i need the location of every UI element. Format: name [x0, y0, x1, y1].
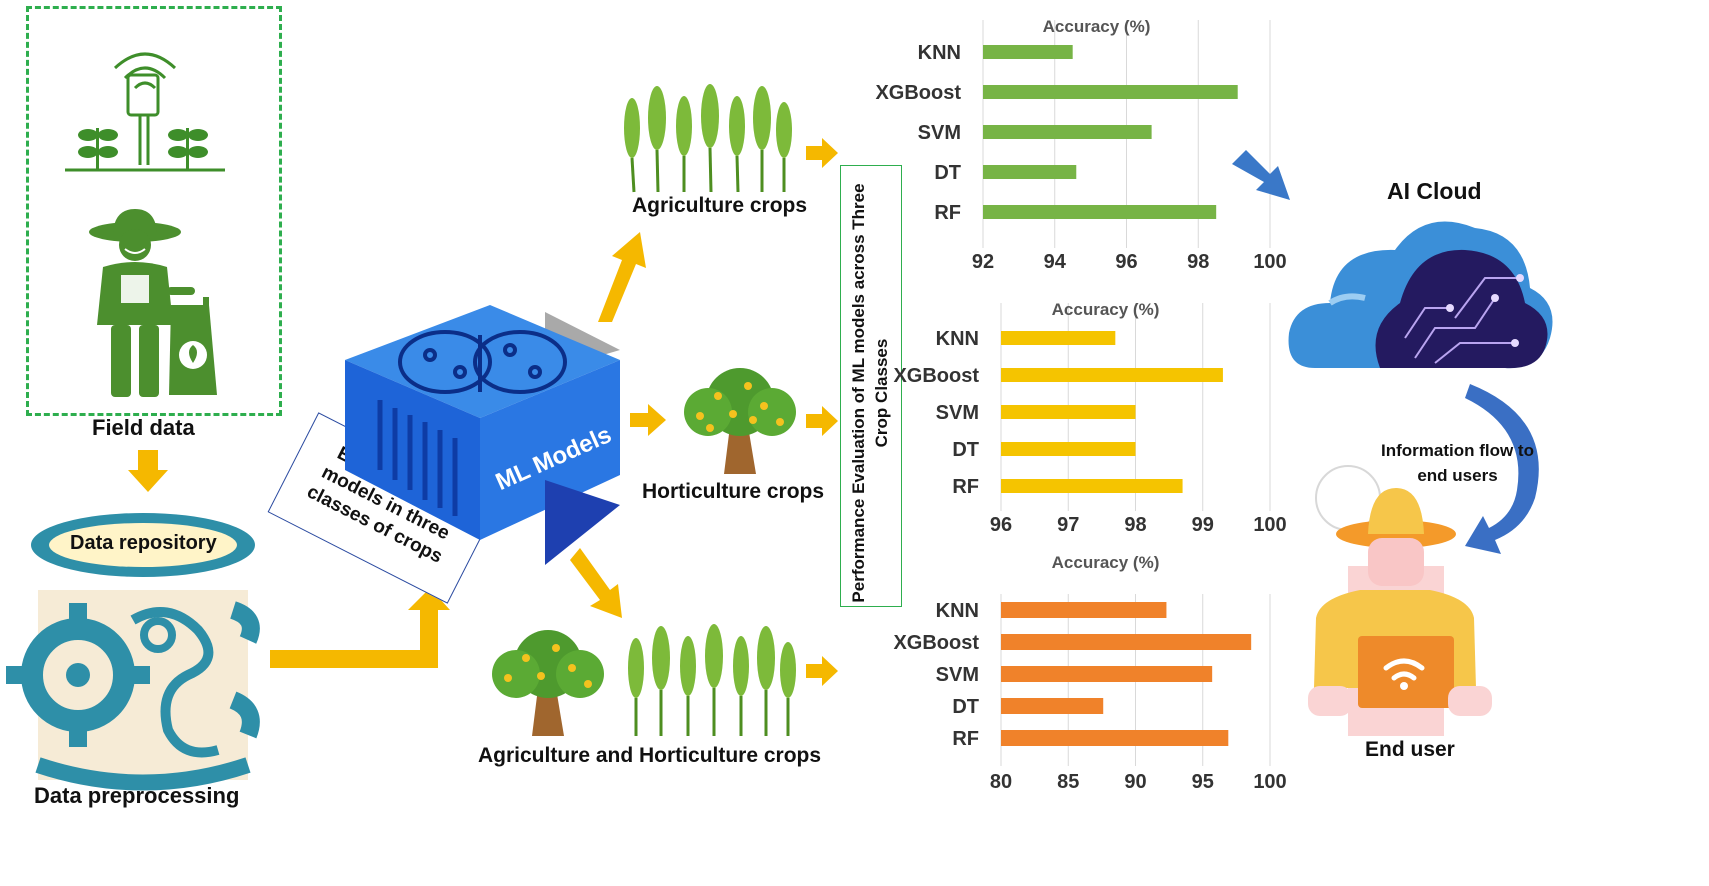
tree-wheat-icon	[492, 624, 796, 736]
chart-title: Accuracy (%)	[1052, 553, 1160, 572]
chart-agriculture: 92 94 96 98 100 Accuracy (%) KNN XGBoost SVM DT RF	[875, 17, 1286, 273]
iot-sensor-icon	[65, 52, 225, 172]
category-label: XGBoost	[875, 82, 961, 104]
bar-xgboost	[1001, 368, 1223, 382]
arrow-right-1-icon	[806, 138, 838, 168]
info-flow-label: Information flow to end users	[1381, 441, 1534, 485]
category-label: SVM	[936, 402, 979, 424]
category-label: RF	[952, 476, 979, 498]
farmer-icon	[89, 209, 217, 397]
arrow-down-icon	[128, 450, 168, 492]
category-label: XGBoost	[893, 632, 979, 654]
tick-label: 96	[1115, 251, 1137, 273]
cloud-icon	[1288, 221, 1553, 369]
arrow-right-3-icon	[806, 656, 838, 686]
tick-label: 85	[1057, 771, 1079, 793]
bar-svm	[983, 125, 1152, 139]
category-label: SVM	[936, 664, 979, 686]
bar-dt	[1001, 442, 1136, 456]
category-label: RF	[952, 728, 979, 750]
bar-rf	[1001, 479, 1183, 493]
agri-crops-label: Agriculture crops	[632, 194, 808, 217]
category-label: KNN	[936, 328, 979, 350]
bar-xgboost	[1001, 634, 1252, 650]
chart-agri-horti: 80 85 90 95 100 Accuracy (%) KNN XGBoost SVM DT RF	[893, 553, 1286, 793]
bar-rf	[983, 205, 1217, 219]
category-label: SVM	[918, 122, 961, 144]
category-label: DT	[934, 162, 961, 184]
bar-xgboost	[983, 85, 1238, 99]
ml-models-icon	[345, 305, 620, 565]
arrow-to-horti-icon	[630, 404, 666, 436]
end-user-icon	[1308, 465, 1492, 736]
ai-cloud-label: AI Cloud	[1387, 178, 1482, 204]
performance-box	[840, 165, 902, 607]
tick-label: 92	[972, 251, 994, 273]
category-label: DT	[952, 696, 979, 718]
arrow-to-user-icon	[1465, 384, 1539, 554]
tick-label: 95	[1192, 771, 1214, 793]
field-data-label: Field data	[92, 415, 195, 440]
tick-label: 80	[990, 771, 1012, 793]
tick-label: 94	[1044, 251, 1067, 273]
tick-label: 99	[1192, 514, 1214, 536]
bar-knn	[983, 45, 1073, 59]
arrow-to-cloud-icon	[1232, 150, 1290, 200]
tick-label: 90	[1124, 771, 1146, 793]
bar-dt	[983, 165, 1077, 179]
tick-label: 100	[1253, 514, 1286, 536]
agri-horti-crops-label: Agriculture and Horticulture crops	[478, 744, 822, 767]
fruit-tree-icon	[684, 368, 796, 474]
chart-title: Accuracy (%)	[1052, 300, 1160, 319]
end-user-label: End user	[1365, 738, 1455, 761]
tick-label: 100	[1253, 771, 1286, 793]
arrow-to-ml-icon	[270, 588, 450, 668]
category-label: XGBoost	[893, 365, 979, 387]
tick-label: 98	[1124, 514, 1146, 536]
database-icon	[6, 513, 260, 791]
arrow-right-2-icon	[806, 406, 838, 436]
category-label: KNN	[918, 42, 961, 64]
wheat-crop-icon	[624, 84, 792, 193]
tick-label: 96	[990, 514, 1012, 536]
data-preprocessing-label: Data preprocessing	[34, 783, 240, 808]
field-data-box	[26, 6, 282, 416]
tick-label: 100	[1253, 251, 1286, 273]
arrow-to-agri-horti-icon	[570, 548, 622, 618]
data-repository-label: Data repository	[70, 532, 217, 554]
bar-svm	[1001, 666, 1213, 682]
category-label: RF	[934, 202, 961, 224]
category-label: KNN	[936, 600, 979, 622]
arrow-to-agri-icon	[598, 232, 646, 322]
horti-crops-label: Horticulture crops	[642, 480, 825, 503]
tick-label: 97	[1057, 514, 1079, 536]
bar-rf	[1001, 730, 1229, 746]
bar-knn	[1001, 602, 1167, 618]
chart-horticulture: 96 97 98 99 100 Accuracy (%) KNN XGBoost SVM DT RF	[893, 300, 1286, 536]
category-label: DT	[952, 439, 979, 461]
bar-svm	[1001, 405, 1136, 419]
tick-label: 98	[1187, 251, 1209, 273]
bar-dt	[1001, 698, 1104, 714]
bar-knn	[1001, 331, 1116, 345]
chart-title: Accuracy (%)	[1043, 17, 1151, 36]
